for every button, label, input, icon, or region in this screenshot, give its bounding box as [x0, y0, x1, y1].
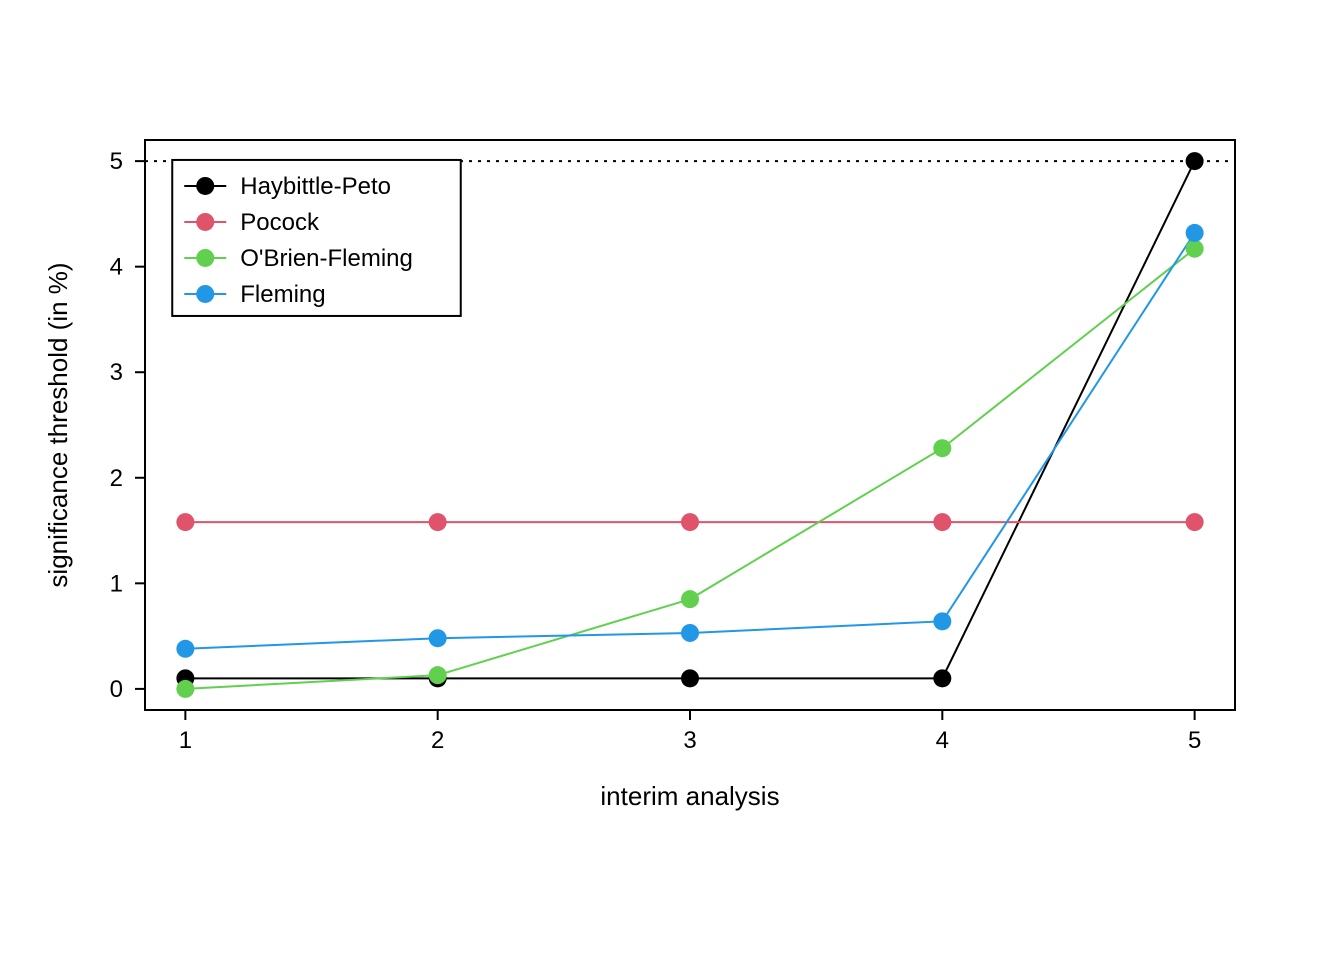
legend-label: O'Brien-Fleming — [240, 245, 413, 272]
chart-container: 1 2 3 4 5 interim analysis 0 1 2 3 4 5 significance … — [0, 0, 1344, 960]
x-tick-label: 1 — [179, 727, 192, 754]
significance-threshold-chart: 1 2 3 4 5 interim analysis 0 1 2 3 4 5 significance … — [0, 0, 1344, 960]
x-tick-label: 5 — [1188, 727, 1201, 754]
series-marker — [681, 590, 699, 608]
y-tick-label: 1 — [110, 570, 123, 597]
series-marker — [176, 513, 194, 531]
series-marker — [933, 669, 951, 687]
series-marker — [429, 629, 447, 647]
series-marker — [1186, 513, 1204, 531]
x-tick-label: 4 — [936, 727, 949, 754]
series-marker — [933, 513, 951, 531]
legend: Haybittle-Peto Pocock O'Brien-Fleming Flemi… — [172, 160, 461, 316]
legend-marker — [196, 249, 214, 267]
y-tick-label: 2 — [110, 465, 123, 492]
legend-label: Haybittle-Peto — [240, 173, 391, 200]
x-tick-label: 3 — [683, 727, 696, 754]
y-axis-label: significance threshold (in %) — [43, 262, 73, 587]
legend-marker — [196, 213, 214, 231]
y-tick-label: 0 — [110, 676, 123, 703]
series-marker — [1186, 224, 1204, 242]
series-marker — [681, 669, 699, 687]
legend-marker — [196, 177, 214, 195]
series-marker — [176, 640, 194, 658]
series-marker — [429, 666, 447, 684]
x-axis-label: interim analysis — [600, 781, 779, 811]
legend-label: Pocock — [240, 209, 320, 236]
chart-background — [0, 0, 1344, 960]
legend-label: Fleming — [240, 281, 325, 308]
series-marker — [681, 513, 699, 531]
y-tick-label: 3 — [110, 359, 123, 386]
legend-marker — [196, 285, 214, 303]
series-marker — [681, 624, 699, 642]
series-marker — [1186, 152, 1204, 170]
series-marker — [429, 513, 447, 531]
y-tick-label: 5 — [110, 148, 123, 175]
series-marker — [933, 612, 951, 630]
series-marker — [933, 439, 951, 457]
series-marker — [176, 680, 194, 698]
x-tick-label: 2 — [431, 727, 444, 754]
series-marker — [1186, 240, 1204, 258]
y-tick-label: 4 — [110, 254, 123, 281]
